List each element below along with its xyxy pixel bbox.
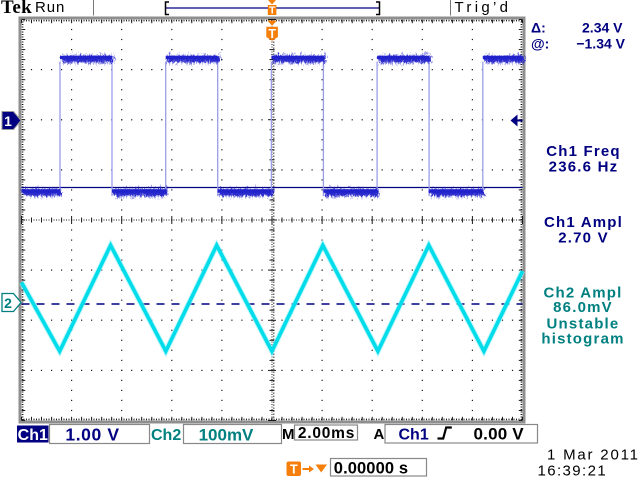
svg-text:Ch2 Ampl: Ch2 Ampl xyxy=(543,284,622,301)
svg-text:Tek: Tek xyxy=(1,0,32,18)
svg-text:Ch1 Ampl: Ch1 Ampl xyxy=(544,214,623,231)
svg-text:2.70 V: 2.70 V xyxy=(558,229,609,246)
svg-text:1: 1 xyxy=(4,113,12,129)
svg-text:T: T xyxy=(268,27,276,41)
svg-text:1.00 V: 1.00 V xyxy=(65,425,119,445)
svg-text:1 Mar 2011: 1 Mar 2011 xyxy=(547,447,640,464)
svg-text:T: T xyxy=(290,463,298,477)
svg-text:236.6 Hz: 236.6 Hz xyxy=(549,158,619,175)
svg-text:Run: Run xyxy=(35,0,65,16)
svg-text:Ch1: Ch1 xyxy=(18,427,48,444)
svg-text:2.34 V: 2.34 V xyxy=(582,20,623,36)
svg-text:16:39:21: 16:39:21 xyxy=(538,463,608,480)
svg-text:@:: @: xyxy=(531,36,549,52)
svg-text:Ch1 Freq: Ch1 Freq xyxy=(546,143,621,160)
svg-text:Ch2: Ch2 xyxy=(151,427,181,444)
svg-text:histogram: histogram xyxy=(541,331,624,348)
svg-text:−1.34 V: −1.34 V xyxy=(576,36,625,52)
svg-text:86.0mV: 86.0mV xyxy=(553,299,613,316)
svg-text:T: T xyxy=(269,5,276,17)
svg-text:100mV: 100mV xyxy=(199,426,254,445)
svg-text:2: 2 xyxy=(4,295,12,311)
svg-text:Trig’d: Trig’d xyxy=(455,0,512,16)
svg-text:M: M xyxy=(282,426,295,443)
svg-text:Δ:: Δ: xyxy=(531,20,546,36)
svg-text:0.00000 s: 0.00000 s xyxy=(334,459,408,477)
svg-text:A: A xyxy=(374,426,385,443)
svg-text:Unstable: Unstable xyxy=(547,315,620,332)
svg-text:0.00 V: 0.00 V xyxy=(474,424,525,443)
svg-text:Ch1: Ch1 xyxy=(399,426,429,443)
svg-text:2.00ms: 2.00ms xyxy=(298,425,355,442)
